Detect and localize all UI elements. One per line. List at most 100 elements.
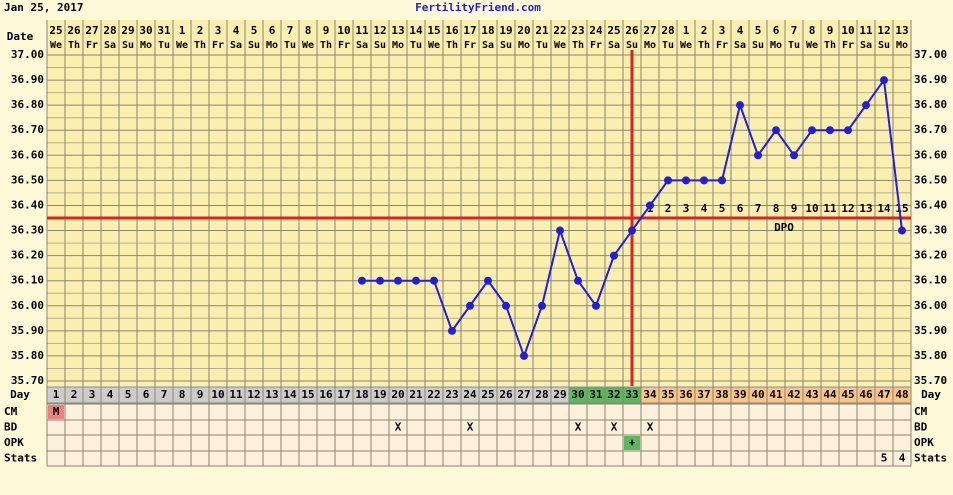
weekday-label: Th	[68, 40, 80, 51]
day-label: 16	[319, 388, 333, 401]
weekday-label: Fr	[86, 40, 98, 51]
date-label: 27	[643, 24, 656, 37]
y-tick-label: 36.70	[11, 123, 44, 136]
dpo-title: DPO	[774, 221, 794, 234]
y-tick-label: 35.90	[11, 324, 44, 337]
date-label: 20	[517, 24, 530, 37]
temperature-point	[466, 301, 474, 310]
day-label: 13	[265, 388, 278, 401]
temperature-point	[430, 276, 438, 285]
y-tick-label: 36.10	[914, 274, 947, 287]
temperature-point	[448, 326, 456, 335]
row-label: Stats	[4, 452, 37, 465]
day-label: 18	[355, 388, 368, 401]
date-label: 5	[755, 24, 762, 37]
dpo-label: 14	[877, 202, 891, 215]
weekday-label: Sa	[104, 40, 116, 51]
weekday-label: Su	[374, 40, 386, 51]
temperature-point	[736, 101, 744, 110]
day-label: 36	[679, 388, 693, 401]
date-label: 13	[895, 24, 908, 37]
row-cell: 4	[899, 452, 906, 465]
date-label: 31	[157, 24, 171, 37]
day-label: 1	[53, 388, 60, 401]
row-cell-highlight	[48, 405, 64, 419]
temperature-point	[790, 151, 798, 160]
y-tick-label: 36.20	[914, 249, 947, 262]
date-label: 2	[197, 24, 204, 37]
date-label: 10	[841, 24, 854, 37]
day-label: 12	[247, 388, 260, 401]
weekday-label: Sa	[860, 40, 872, 51]
weekday-label: Sa	[734, 40, 746, 51]
temperature-point	[700, 176, 708, 185]
weekday-label: Mo	[644, 40, 656, 51]
weekday-label: Tu	[536, 40, 548, 51]
date-label: 11	[355, 24, 369, 37]
weekday-label: Fr	[590, 40, 602, 51]
temperature-point	[646, 201, 654, 210]
date-label: 21	[535, 24, 549, 37]
temperature-point	[844, 126, 852, 135]
day-label: 11	[229, 388, 243, 401]
day-label: 3	[89, 388, 96, 401]
date-label: 3	[719, 24, 726, 37]
weekday-label: Mo	[896, 40, 908, 51]
temperature-point	[538, 301, 546, 310]
row-label: BD	[914, 421, 928, 434]
day-label: 23	[445, 388, 458, 401]
date-label: 29	[121, 24, 134, 37]
weekday-label: Tu	[788, 40, 800, 51]
date-label: 9	[323, 24, 330, 37]
weekday-label: We	[806, 40, 818, 51]
y-tick-label: 36.90	[914, 73, 947, 86]
temperature-point	[628, 226, 636, 235]
date-label: 25	[49, 24, 62, 37]
y-tick-label: 35.80	[11, 349, 44, 362]
dpo-label: 15	[895, 202, 908, 215]
y-tick-label: 35.70	[914, 374, 947, 387]
day-label: 22	[427, 388, 440, 401]
temperature-point	[520, 351, 528, 360]
date-label: 23	[571, 24, 584, 37]
date-label: 7	[287, 24, 294, 37]
day-label: 34	[643, 388, 657, 401]
weekday-label: Tu	[158, 40, 170, 51]
y-tick-label: 36.30	[914, 224, 947, 237]
row-cell: X	[611, 421, 618, 434]
day-label: 26	[499, 388, 513, 401]
day-label: 37	[697, 388, 710, 401]
day-label: 44	[823, 388, 837, 401]
weekday-label: Th	[446, 40, 458, 51]
temperature-point	[574, 276, 582, 285]
row-label: Stats	[914, 452, 947, 465]
y-tick-label: 36.80	[914, 98, 947, 111]
weekday-label: Tu	[410, 40, 422, 51]
temperature-point	[826, 126, 834, 135]
chart-title[interactable]: FertilityFriend.com	[415, 1, 541, 14]
date-label: 1	[179, 24, 186, 37]
date-label: 1	[683, 24, 690, 37]
date-label: 15	[427, 24, 440, 37]
day-label: 38	[715, 388, 728, 401]
date-label: 19	[499, 24, 512, 37]
temperature-point	[610, 251, 618, 260]
y-tick-label: 35.90	[914, 324, 947, 337]
y-tick-label: 36.20	[11, 249, 44, 262]
y-tick-label: 36.40	[914, 198, 947, 211]
date-label: 6	[773, 24, 780, 37]
weekday-label: We	[302, 40, 314, 51]
y-tick-label: 36.60	[11, 148, 44, 161]
day-label: 32	[607, 388, 620, 401]
y-tick-label: 36.10	[11, 274, 44, 287]
weekday-label: Mo	[140, 40, 152, 51]
y-tick-label: 36.50	[11, 173, 44, 186]
weekday-label: Su	[500, 40, 512, 51]
date-label: 8	[305, 24, 312, 37]
weekday-label: Th	[698, 40, 710, 51]
day-label: 15	[301, 388, 314, 401]
dpo-label: 4	[701, 202, 708, 215]
row-label: CM	[4, 405, 18, 418]
weekday-label: Sa	[608, 40, 620, 51]
